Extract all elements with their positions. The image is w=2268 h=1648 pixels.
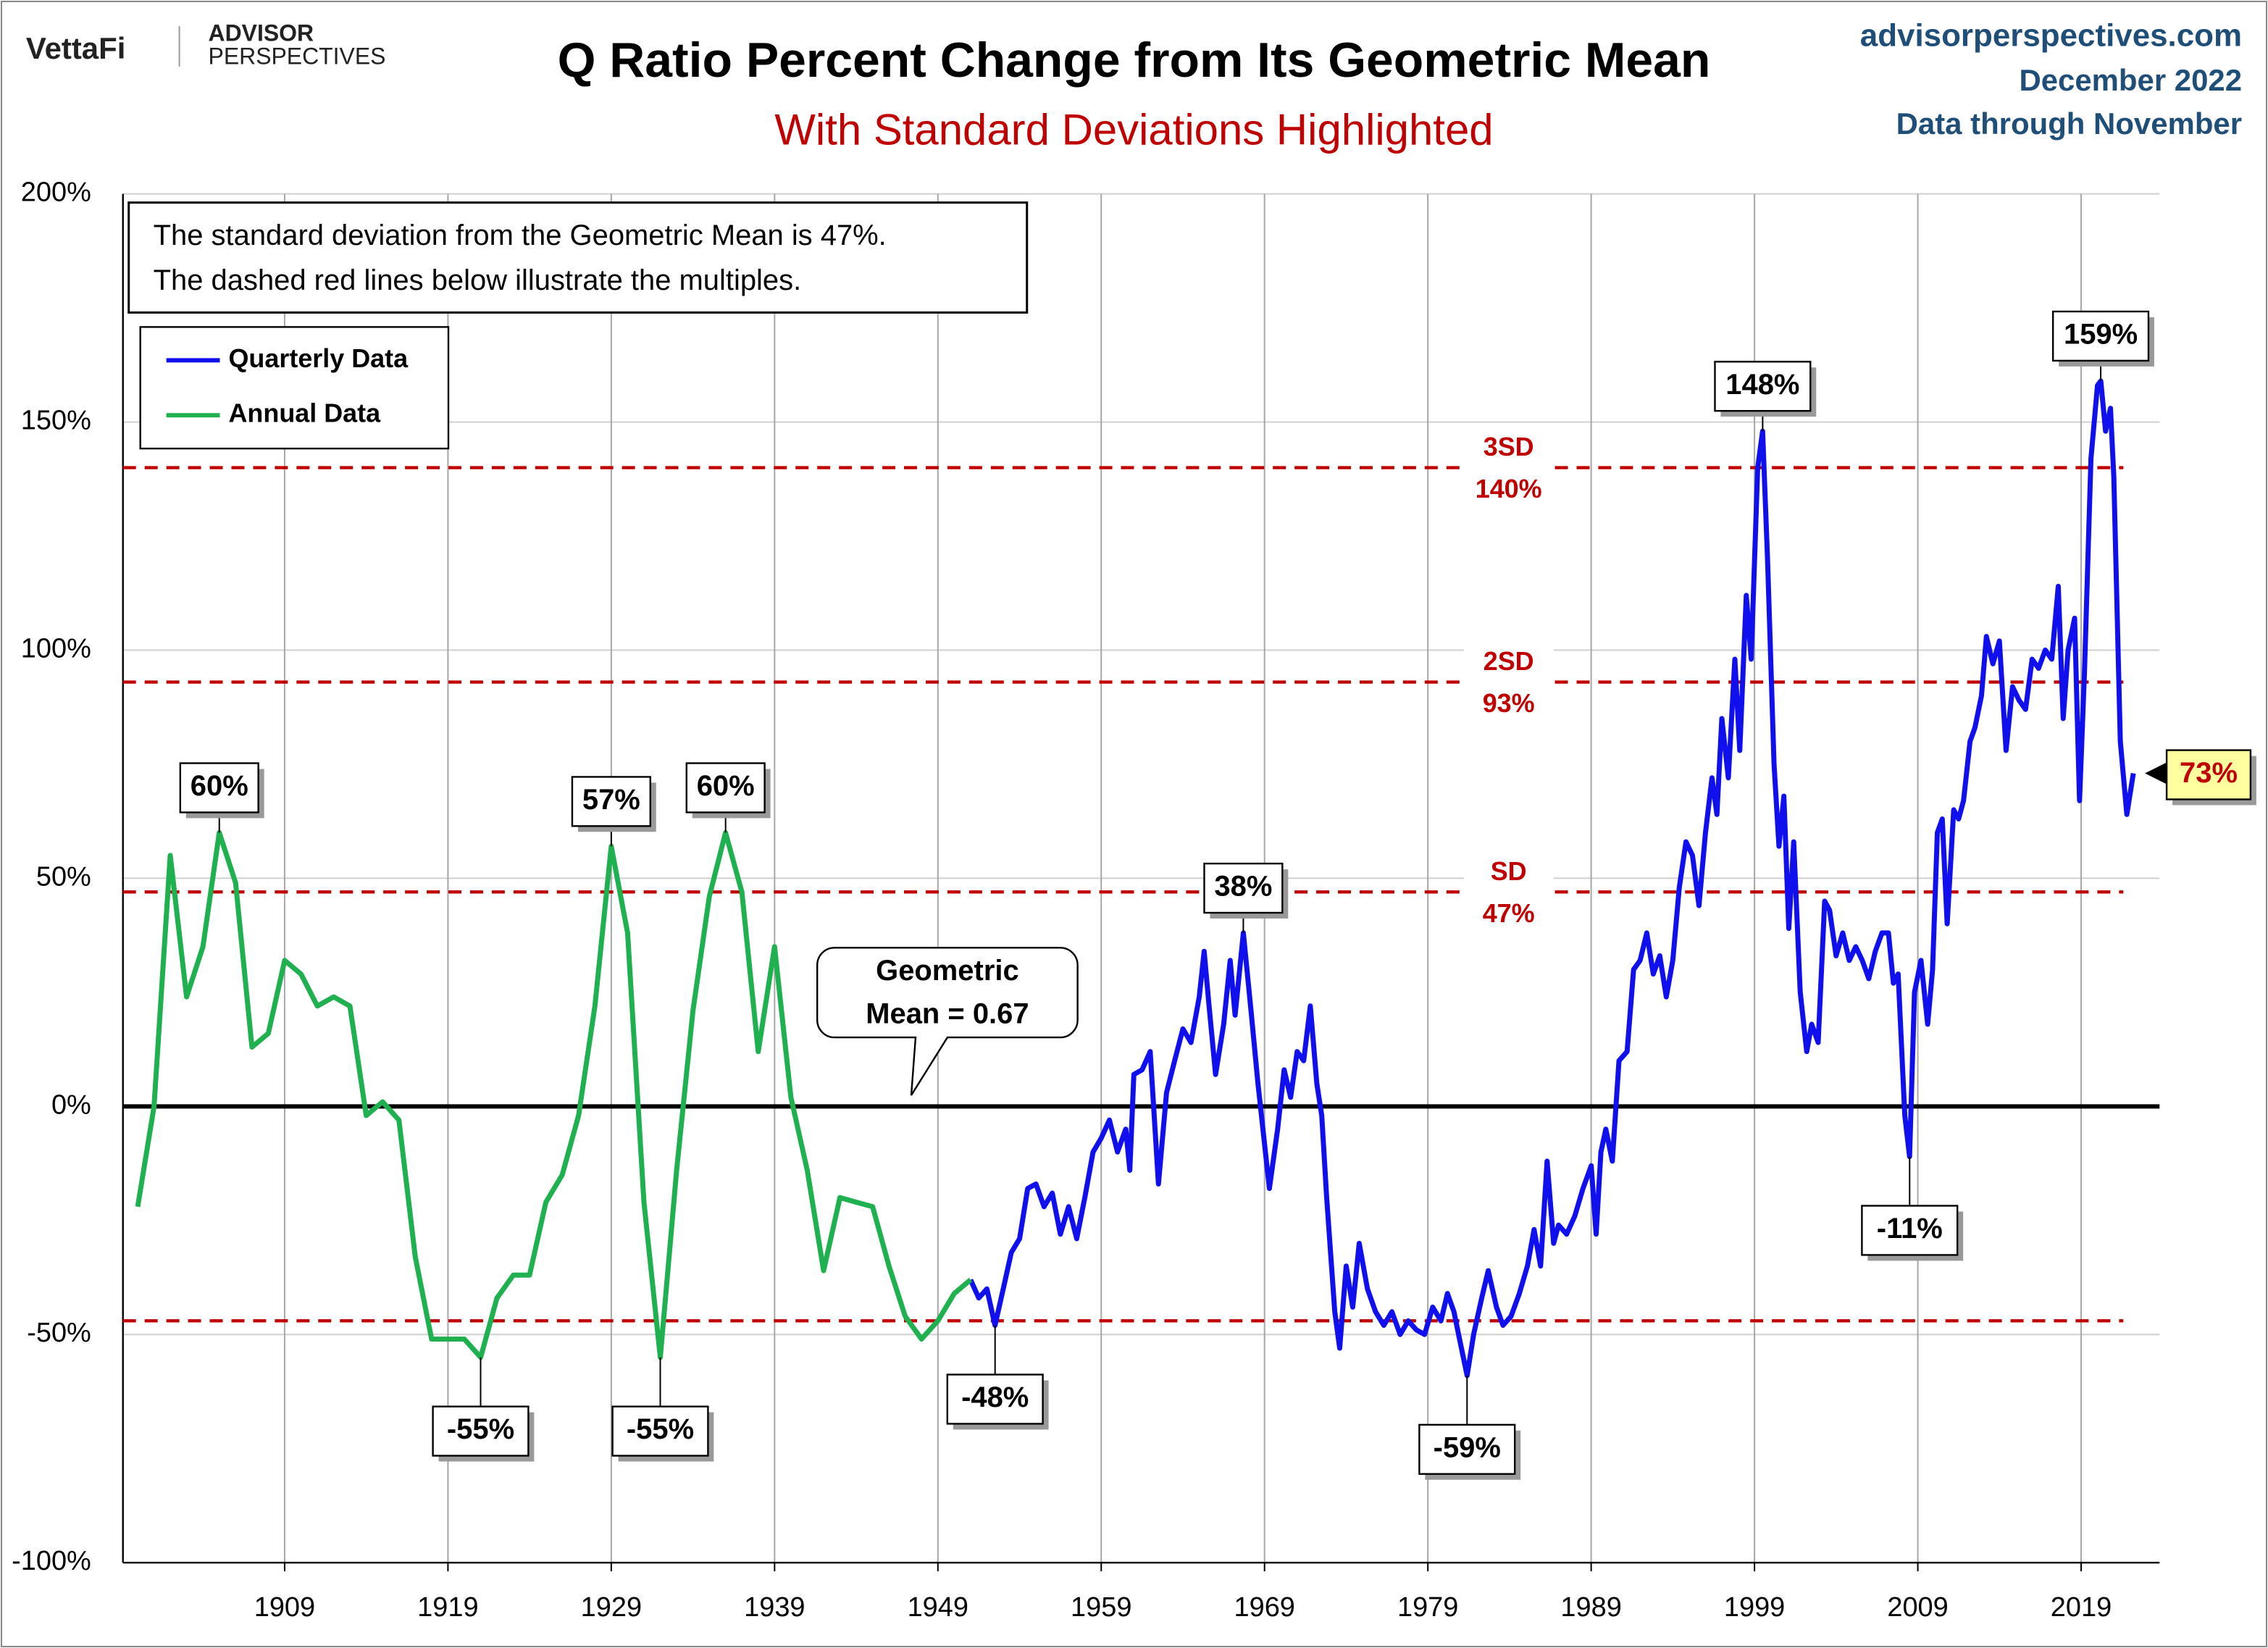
annotation-box xyxy=(685,762,766,813)
annotation-box xyxy=(2051,310,2150,362)
info-text: The standard deviation from the Geometri… xyxy=(154,219,887,251)
annotation-label: -48% xyxy=(961,1381,1029,1413)
data-through: Data through November xyxy=(1896,106,2242,141)
x-tick-label: 1999 xyxy=(1724,1592,1785,1623)
site: advisorperspectives.com xyxy=(1860,18,2242,54)
annotation-label: 57% xyxy=(582,784,640,816)
sd-label: 140% xyxy=(1476,474,1542,503)
y-tick-label: 0% xyxy=(51,1089,91,1120)
legend-label: Quarterly Data xyxy=(228,343,409,373)
series-line xyxy=(135,829,973,1360)
series-line xyxy=(968,378,2136,1379)
x-tick-label: 1939 xyxy=(744,1592,805,1623)
y-tick-label: 200% xyxy=(21,177,91,208)
legend xyxy=(139,326,450,450)
y-tick-label: 100% xyxy=(21,633,91,664)
annotation-label: 60% xyxy=(191,770,248,802)
mean-callout-text: Geometric xyxy=(876,955,1019,987)
annotation-label: -59% xyxy=(1434,1431,1501,1463)
x-tick-label: 1959 xyxy=(1071,1592,1131,1623)
annotation-label: -11% xyxy=(1877,1213,1943,1245)
annotation-label: 159% xyxy=(2064,319,2138,351)
annotation-box xyxy=(571,776,651,827)
legend-label: Annual Data xyxy=(228,398,381,428)
y-tick-label: 50% xyxy=(36,861,91,892)
mean-callout-text: Mean = 0.67 xyxy=(866,998,1029,1030)
chart-subtitle: With Standard Deviations Highlighted xyxy=(774,106,1493,154)
annotation-label: 148% xyxy=(1725,369,1799,401)
annotation-box xyxy=(432,1405,530,1457)
brand2: ADVISOR xyxy=(209,20,314,46)
sd-label: 3SD xyxy=(1484,432,1534,461)
x-tick-label: 1929 xyxy=(581,1592,642,1623)
chart-title: Q Ratio Percent Change from Its Geometri… xyxy=(558,33,1711,88)
x-tick-label: 1979 xyxy=(1397,1592,1458,1623)
x-tick-label: 1949 xyxy=(908,1592,968,1623)
x-tick-label: 1969 xyxy=(1234,1592,1295,1623)
plot-area: -100% -50% 0% 50% 100% 150% 200% 1909 1919 1929 19… xyxy=(12,177,2160,1623)
sd-label: 2SD xyxy=(1484,646,1534,676)
brand: VettaFi xyxy=(26,31,125,65)
annotation-label: -55% xyxy=(447,1413,514,1445)
annotation-label: -55% xyxy=(627,1413,694,1445)
sd-label-bg xyxy=(1463,853,1554,934)
x-tick-label: 2019 xyxy=(2051,1592,2112,1623)
annotation-box xyxy=(1203,862,1284,914)
sd-label-bg xyxy=(1463,428,1554,510)
annotation-label: 38% xyxy=(1214,871,1272,903)
mean-callout xyxy=(816,947,1079,1096)
sd-label: 93% xyxy=(1483,688,1535,718)
annotation-box xyxy=(1714,361,1812,412)
annotation-label: 60% xyxy=(697,770,755,802)
annotation-box xyxy=(179,762,259,813)
y-tick-label: 150% xyxy=(21,406,91,436)
date: December 2022 xyxy=(2019,63,2242,97)
x-tick-label: 1989 xyxy=(1560,1592,1621,1623)
sd-label-bg xyxy=(1463,643,1554,724)
annotation-box xyxy=(611,1405,709,1457)
x-tick-label: 2009 xyxy=(1887,1592,1948,1623)
info-text: The dashed red lines below illustrate th… xyxy=(154,264,802,296)
brand2: PERSPECTIVES xyxy=(209,43,386,69)
x-tick-label: 1909 xyxy=(254,1592,315,1623)
annotation-box xyxy=(1418,1423,1516,1475)
annotation-box xyxy=(1861,1205,1959,1256)
current-label: 73% xyxy=(2180,757,2238,789)
current-arrow xyxy=(2145,761,2169,785)
annotation-box xyxy=(946,1373,1044,1425)
sd-label: SD xyxy=(1491,856,1527,886)
sd-label: 47% xyxy=(1483,898,1535,928)
annotation-box xyxy=(2165,749,2252,800)
y-tick-label: -100% xyxy=(12,1546,91,1576)
y-tick-label: -50% xyxy=(27,1318,91,1348)
x-tick-label: 1919 xyxy=(417,1592,478,1623)
info-box xyxy=(127,201,1029,314)
